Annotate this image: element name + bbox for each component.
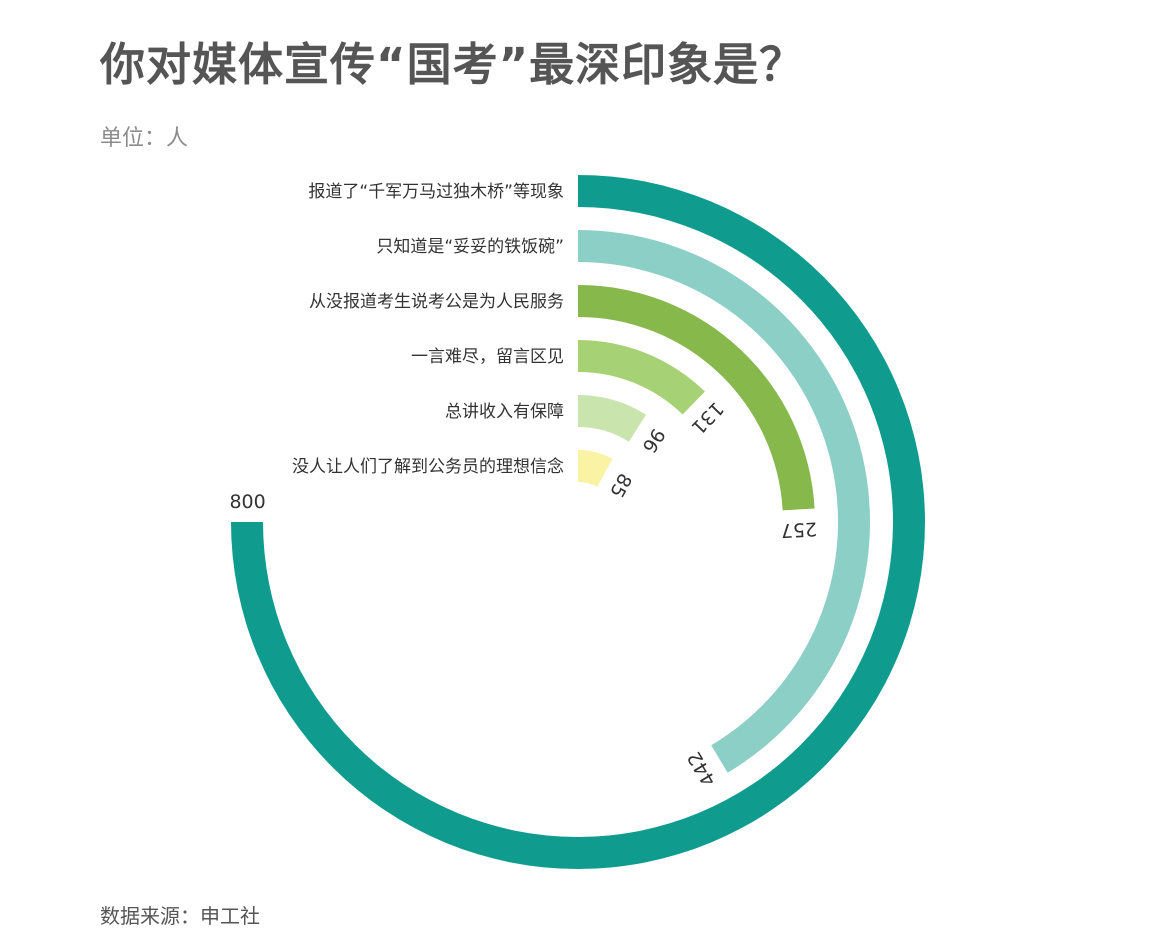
unit-label: 单位：人	[100, 126, 189, 151]
value-label-6: 85	[605, 469, 636, 501]
category-label-3: 从没报道考生说考公是为人民服务	[309, 292, 564, 312]
chart-title: 你对媒体宣传“国考”最深印象是？	[100, 38, 806, 91]
value-label-3: 257	[780, 517, 817, 541]
value-label-5: 96	[638, 424, 670, 456]
category-label-6: 没人让人们了解到公务员的理想信念	[292, 456, 564, 477]
bar-arc-5	[578, 395, 647, 442]
bar-arc-1	[231, 175, 925, 869]
category-label-2: 只知道是“妥妥的铁饭碗”	[376, 237, 564, 257]
bar-arc-2	[578, 230, 870, 773]
source-label: 数据来源：申工社	[100, 904, 260, 928]
bar-arc-6	[578, 450, 613, 487]
category-label-5: 总讲收入有保障	[445, 402, 564, 422]
bar-arc-4	[578, 340, 705, 415]
value-label-1: 800	[229, 491, 265, 513]
bar-arc-3	[578, 285, 815, 511]
value-label-2: 442	[683, 747, 720, 789]
category-label-4: 一言难尽，留言区见	[411, 347, 564, 367]
category-label-1: 报道了“千军万马过独木桥”等现象	[308, 182, 564, 202]
